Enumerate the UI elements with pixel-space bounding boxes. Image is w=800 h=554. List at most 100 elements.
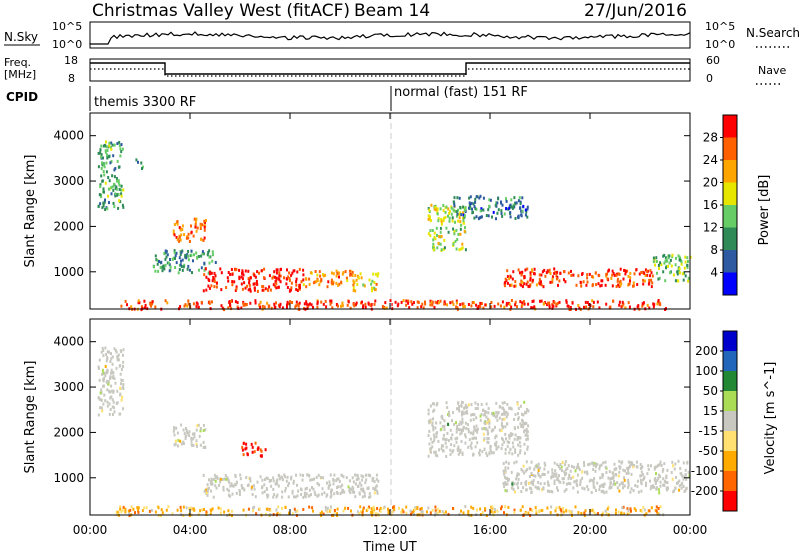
range-gate-cell — [194, 225, 197, 229]
range-gate-cell — [539, 282, 542, 286]
range-gate-cell — [154, 305, 157, 309]
range-gate-cell — [361, 300, 363, 304]
range-gate-cell — [621, 300, 624, 304]
range-gate-cell — [413, 508, 416, 512]
range-gate-cell — [277, 505, 280, 509]
range-gate-cell — [195, 305, 198, 309]
range-gate-cell — [122, 383, 125, 386]
range-gate-cell — [258, 304, 261, 308]
range-gate-cell — [113, 205, 116, 208]
range-gate-cell — [405, 303, 408, 307]
power-y-label: Slant Range [km] — [23, 155, 38, 268]
range-gate-cell — [616, 486, 619, 490]
range-gate-cell — [577, 274, 580, 278]
range-gate-cell — [242, 303, 245, 307]
range-gate-cell — [562, 510, 565, 514]
range-gate-cell — [121, 203, 124, 207]
range-gate-cell — [224, 474, 227, 477]
range-gate-cell — [431, 303, 434, 307]
range-gate-cell — [295, 304, 298, 308]
range-gate-cell — [272, 495, 275, 499]
range-gate-cell — [500, 209, 503, 213]
range-gate-cell — [632, 281, 635, 285]
range-gate-cell — [165, 249, 168, 253]
range-gate-cell — [174, 266, 177, 269]
range-gate-cell — [510, 486, 513, 490]
range-gate-cell — [252, 484, 255, 488]
range-gate-cell — [513, 461, 516, 465]
range-gate-cell — [522, 486, 525, 490]
range-gate-cell — [261, 304, 264, 308]
range-gate-cell — [558, 279, 561, 283]
range-gate-cell — [557, 283, 559, 287]
range-gate-cell — [351, 490, 354, 494]
range-gate-cell — [525, 488, 528, 492]
range-gate-cell — [476, 508, 478, 512]
range-gate-cell — [179, 439, 182, 443]
range-gate-cell — [462, 302, 465, 306]
range-gate-cell — [266, 301, 269, 305]
range-gate-cell — [320, 277, 323, 281]
range-gate-cell — [241, 287, 244, 291]
range-gate-cell — [115, 193, 118, 197]
range-gate-cell — [537, 468, 540, 472]
range-gate-cell — [550, 475, 553, 479]
range-gate-cell — [279, 274, 282, 278]
range-gate-cell — [357, 274, 359, 278]
range-gate-cell — [659, 460, 662, 464]
range-gate-cell — [570, 476, 573, 480]
range-gate-cell — [623, 478, 626, 482]
range-gate-cell — [625, 471, 628, 475]
range-gate-cell — [251, 493, 254, 496]
range-gate-cell — [250, 442, 253, 446]
range-gate-cell — [281, 506, 283, 510]
range-gate-cell — [664, 279, 667, 283]
range-gate-cell — [122, 364, 124, 368]
range-gate-cell — [678, 255, 681, 259]
range-gate-cell — [561, 460, 564, 464]
range-gate-cell — [193, 217, 196, 221]
range-gate-cell — [173, 251, 176, 255]
range-gate-cell — [604, 509, 607, 513]
range-gate-cell — [359, 272, 362, 276]
range-gate-cell — [199, 429, 202, 433]
range-gate-cell — [641, 302, 644, 306]
range-gate-cell — [120, 194, 123, 198]
range-gate-cell — [208, 249, 211, 253]
range-gate-cell — [504, 482, 507, 486]
range-gate-cell — [109, 390, 112, 394]
range-gate-cell — [534, 485, 537, 489]
range-gate-cell — [101, 161, 104, 165]
range-gate-cell — [329, 299, 332, 303]
range-gate-cell — [416, 507, 419, 511]
range-gate-cell — [523, 400, 526, 404]
range-gate-cell — [150, 508, 153, 512]
range-gate-cell — [508, 302, 511, 306]
range-gate-cell — [308, 505, 311, 509]
range-gate-cell — [455, 247, 458, 251]
range-gate-cell — [519, 300, 522, 304]
range-gate-cell — [157, 506, 160, 510]
range-gate-cell — [105, 359, 108, 363]
range-gate-cell — [209, 480, 212, 484]
range-gate-cell — [179, 263, 182, 267]
range-gate-cell — [302, 508, 305, 511]
range-gate-cell — [529, 276, 532, 280]
range-gate-cell — [546, 506, 549, 510]
range-gate-cell — [137, 160, 139, 164]
range-gate-cell — [227, 279, 230, 283]
range-gate-cell — [508, 436, 511, 440]
range-gate-cell — [595, 489, 597, 492]
range-gate-cell — [553, 479, 556, 483]
range-gate-cell — [504, 505, 507, 509]
range-gate-cell — [332, 272, 335, 276]
range-gate-cell — [468, 206, 470, 210]
range-gate-cell — [456, 238, 459, 241]
range-gate-cell — [633, 272, 636, 276]
range-gate-cell — [440, 447, 443, 451]
range-gate-cell — [240, 484, 243, 487]
range-gate-cell — [682, 461, 685, 465]
range-gate-cell — [580, 284, 583, 288]
range-gate-cell — [185, 427, 187, 430]
range-gate-cell — [352, 286, 355, 290]
